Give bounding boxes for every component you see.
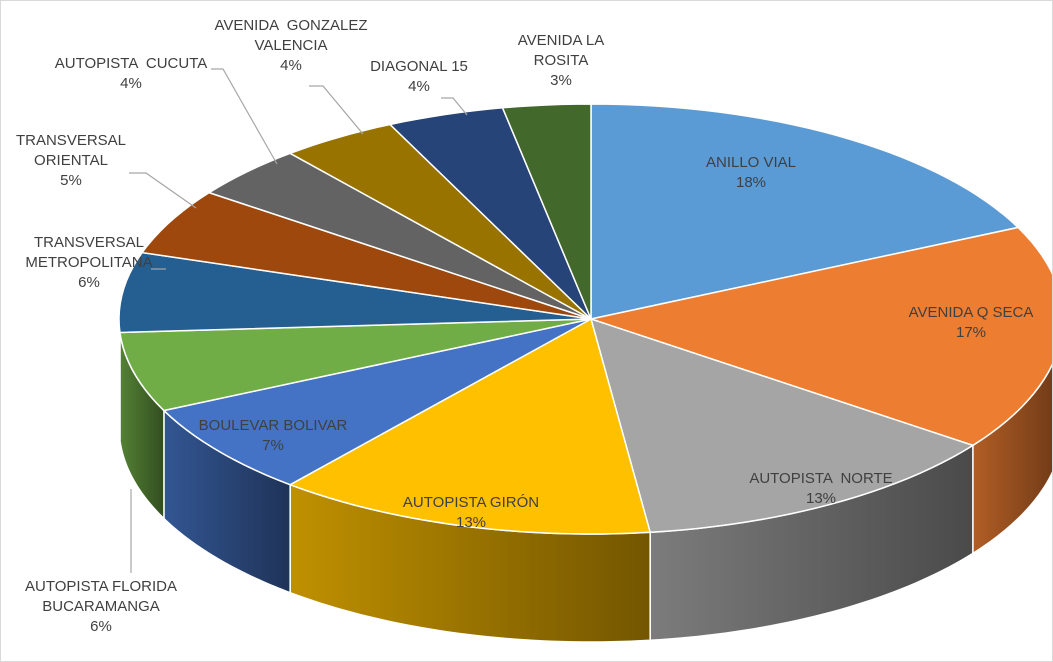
pie-slice	[590, 103, 1020, 320]
pie-slice	[119, 318, 592, 412]
slice-label: ANILLO VIAL 18%	[706, 153, 796, 193]
leader-line	[129, 172, 197, 209]
pie-slice	[288, 123, 592, 320]
value-label: 7%	[262, 437, 284, 454]
pie-slice	[388, 107, 592, 320]
slice-label: AVENIDA Q SECA 17%	[909, 303, 1034, 343]
category-label: DIAGONAL 15	[370, 58, 468, 75]
category-label: AVENIDA LA ROSITA	[517, 32, 605, 69]
category-label: TRANSVERSAL METROPOLITANA	[25, 234, 153, 271]
category-label: AUTOPISTA FLORIDA BUCARAMANGA	[25, 578, 177, 615]
slice-label: AUTOPISTA CUCUTA 4%	[55, 54, 208, 94]
value-label: 18%	[735, 174, 767, 191]
value-label: 6%	[78, 274, 100, 291]
pie-slice	[162, 318, 592, 486]
slice-label: TRANSVERSAL METROPOLITANA 6%	[25, 233, 152, 293]
category-label: ANILLO VIAL	[705, 154, 797, 171]
pie-slice	[140, 191, 592, 320]
leader-line	[441, 97, 468, 116]
category-label: TRANSVERSAL ORIENTAL	[15, 132, 127, 169]
value-label: 3%	[550, 72, 572, 89]
slice-label: AVENIDA GONZALEZ VALENCIA 4%	[214, 16, 367, 76]
slice-label: AUTOPISTA GIRÓN 13%	[403, 493, 539, 533]
category-label: AUTOPISTA NORTE	[749, 470, 893, 487]
pie-slice	[207, 152, 592, 320]
value-label: 4%	[280, 57, 302, 74]
category-label: AUTOPISTA CUCUTA	[54, 55, 208, 72]
pie-slice	[501, 103, 592, 320]
value-label: 4%	[408, 78, 430, 95]
slice-label: AVENIDA LA ROSITA 3%	[518, 31, 604, 91]
value-label: 13%	[455, 514, 487, 531]
pie-side	[118, 318, 121, 441]
leader-line	[309, 85, 364, 135]
category-label: BOULEVAR BOLIVAR	[198, 417, 348, 434]
category-label: AUTOPISTA GIRÓN	[402, 494, 540, 511]
pie-slice	[589, 317, 975, 534]
slice-label: BOULEVAR BOLIVAR 7%	[199, 416, 348, 456]
value-label: 13%	[805, 490, 837, 507]
category-label: AVENIDA Q SECA	[908, 304, 1034, 321]
slice-label: AUTOPISTA NORTE 13%	[749, 469, 892, 509]
slice-label: DIAGONAL 15 4%	[370, 57, 468, 97]
value-label: 17%	[955, 324, 987, 341]
pie-slice	[118, 251, 592, 334]
pie-slice	[288, 317, 652, 535]
pie-slice	[588, 226, 1052, 447]
value-label: 5%	[60, 172, 82, 189]
category-label: AVENIDA GONZALEZ VALENCIA	[214, 17, 368, 54]
slice-label: TRANSVERSAL ORIENTAL 5%	[16, 131, 126, 191]
value-label: 4%	[120, 75, 142, 92]
leader-line	[211, 68, 278, 165]
slice-label: AUTOPISTA FLORIDA BUCARAMANGA 6%	[25, 577, 177, 637]
value-label: 6%	[90, 618, 112, 635]
